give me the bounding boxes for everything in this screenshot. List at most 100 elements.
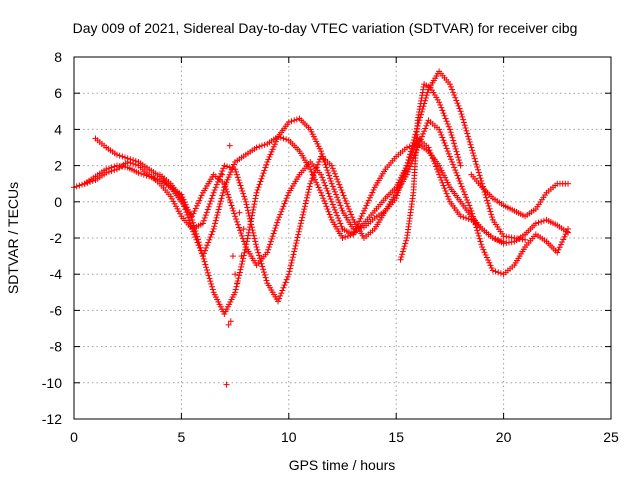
data-point [268, 235, 275, 242]
data-point [448, 131, 455, 138]
data-point [459, 113, 466, 120]
data-point [485, 202, 492, 209]
data-point [209, 286, 216, 293]
data-point [434, 166, 441, 173]
data-point [283, 276, 290, 283]
data-point [323, 203, 330, 210]
data-point [287, 262, 294, 269]
series-track-d [156, 133, 507, 260]
data-point [290, 251, 297, 258]
data-point [314, 181, 321, 188]
data-point [250, 204, 257, 211]
data-point [440, 182, 447, 189]
data-point [116, 152, 123, 159]
data-point [195, 242, 202, 249]
data-point [306, 183, 313, 190]
data-point [486, 205, 493, 212]
data-point [249, 227, 256, 234]
data-point [244, 207, 251, 214]
data-point [253, 189, 260, 196]
data-point [338, 205, 345, 212]
data-point [441, 185, 448, 192]
data-point [370, 186, 377, 193]
data-point [322, 182, 329, 189]
data-point [297, 223, 304, 230]
data-point [481, 189, 488, 196]
y-tick-labels: -12 -10 -8 -6 -4 -2 0 2 4 6 8 [42, 49, 62, 427]
data-point [360, 207, 367, 214]
data-point [327, 196, 334, 203]
data-point [406, 157, 413, 164]
data-point [316, 156, 323, 163]
data-point [406, 143, 413, 150]
data-point [200, 255, 207, 262]
data-point [303, 197, 310, 204]
data-point [327, 214, 334, 221]
data-point [461, 191, 468, 198]
data-point [458, 111, 465, 118]
data-point [403, 171, 410, 178]
data-point [237, 230, 244, 237]
data-point [252, 238, 259, 245]
data-point [322, 200, 329, 207]
data-point [467, 205, 474, 212]
data-point [220, 187, 227, 194]
data-point [184, 211, 191, 218]
data-point [241, 249, 248, 256]
data-point [449, 86, 456, 93]
data-point [453, 97, 460, 104]
data-point [393, 195, 400, 202]
data-point [254, 186, 261, 193]
data-point [269, 146, 276, 153]
data-point [226, 196, 233, 203]
data-point [215, 176, 222, 183]
data-point [254, 246, 261, 253]
data-point [260, 266, 267, 273]
data-point [403, 144, 410, 151]
data-point [89, 177, 96, 184]
data-point [406, 166, 413, 173]
data-point [321, 197, 328, 204]
data-point [337, 220, 344, 227]
data-point [236, 272, 243, 279]
data-point [463, 194, 470, 201]
data-point [321, 179, 328, 186]
data-point [251, 201, 258, 208]
data-point [459, 186, 466, 193]
data-point [442, 115, 449, 122]
y-tick-label: -4 [50, 266, 63, 282]
data-point [467, 141, 474, 148]
data-point [252, 241, 259, 248]
data-point [140, 171, 147, 178]
data-point [224, 176, 231, 183]
data-point [405, 168, 412, 175]
data-point [500, 238, 507, 245]
data-point [457, 108, 464, 115]
data-point [191, 208, 198, 215]
data-point [464, 130, 471, 137]
data-point [318, 189, 325, 196]
data-point [235, 177, 242, 184]
data-point [291, 245, 298, 252]
data-point [441, 139, 448, 146]
data-point [473, 161, 480, 168]
data-point [267, 151, 274, 158]
data-point [227, 169, 234, 176]
data-point [113, 151, 120, 158]
data-point [250, 229, 257, 236]
data-point [267, 241, 274, 248]
data-point [215, 206, 222, 213]
data-point [324, 206, 331, 213]
data-point [560, 236, 567, 243]
data-point [292, 242, 299, 249]
axis-ticks [73, 56, 612, 420]
data-point [217, 198, 224, 205]
data-point [235, 221, 242, 228]
data-point [438, 131, 445, 138]
data-point [363, 202, 370, 209]
data-point [203, 244, 210, 251]
data-point [232, 289, 239, 296]
data-point [452, 167, 459, 174]
data-point [457, 180, 464, 187]
data-point [443, 190, 450, 197]
